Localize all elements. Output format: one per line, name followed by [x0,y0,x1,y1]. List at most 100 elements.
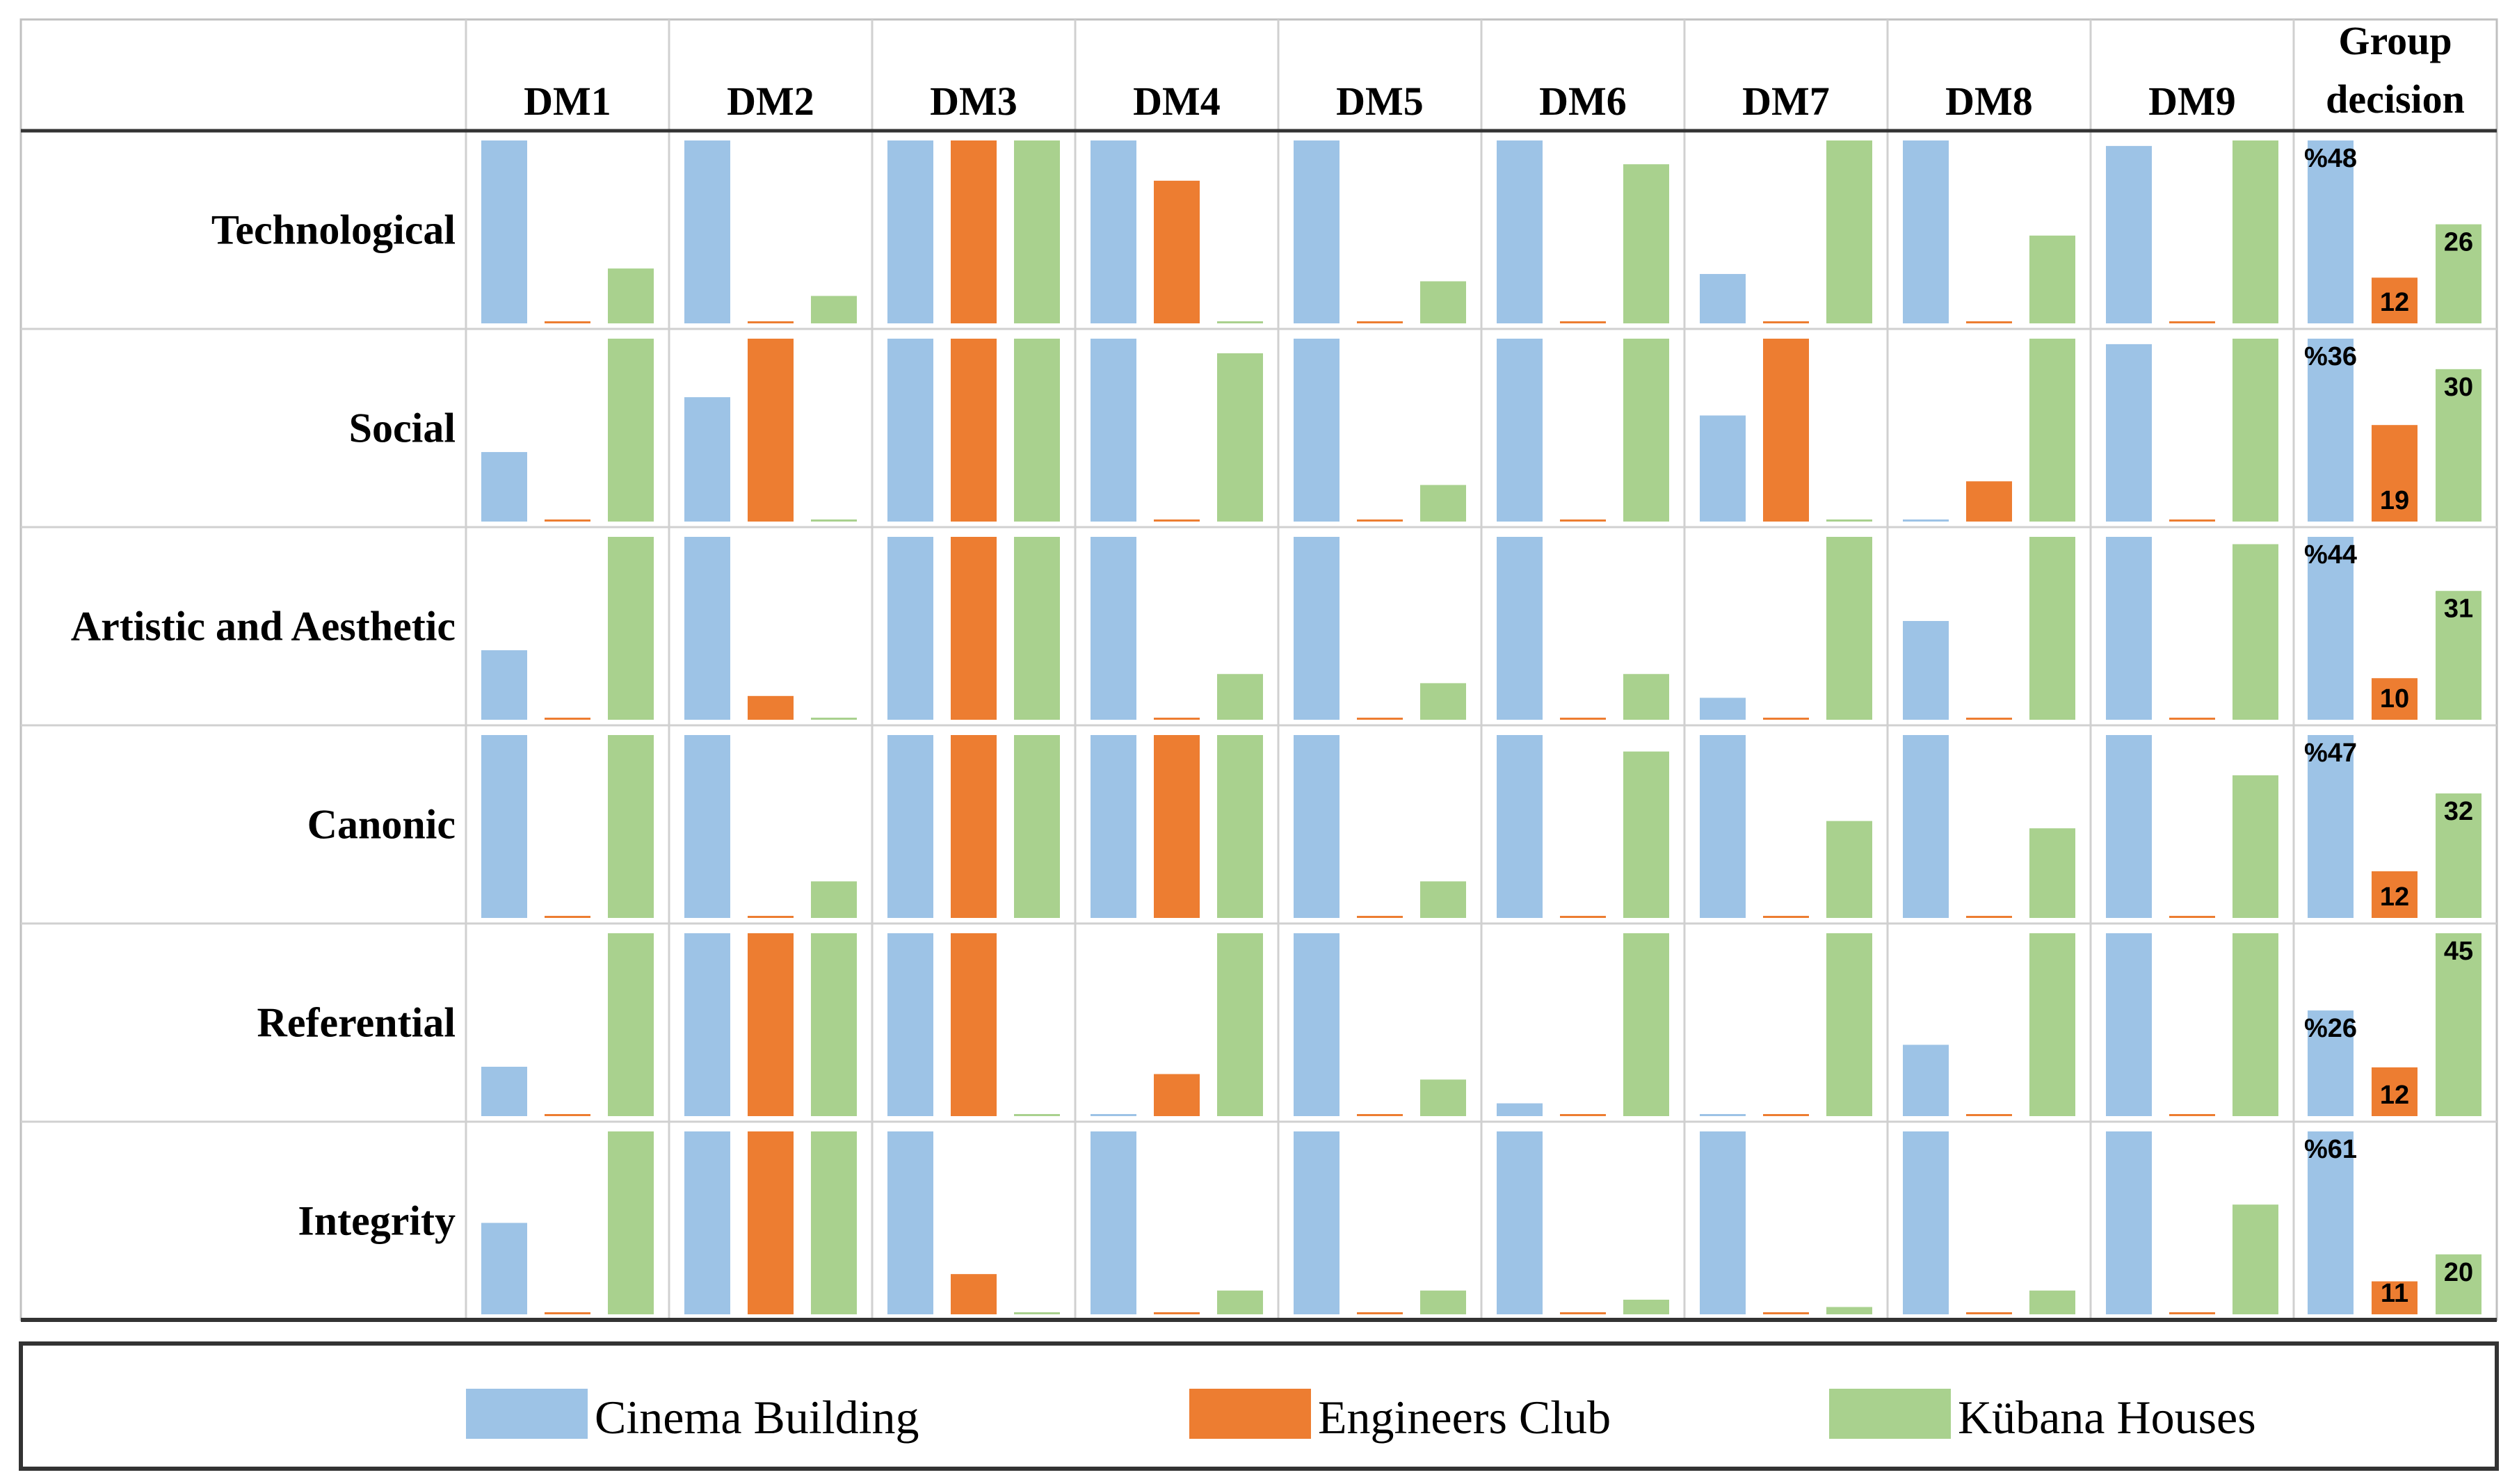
bar-dm5-row2-s3 [1420,485,1466,522]
legend: Cinema Building Engineers Club Kübana Hous… [19,1341,2499,1471]
bar-dm5-row6-s3 [1420,1290,1466,1314]
bar-dm1-row6-s2 [545,1312,590,1314]
bar-dm6-row1-s1 [1497,140,1543,323]
bar-dm3-row3-s1 [887,537,933,720]
group-bar-row4-s1 [2308,735,2354,918]
bar-dm1-row3-s3 [608,537,654,720]
bar-dm9-row2-s1 [2106,344,2152,522]
group-label-row6-s2: 11 [2381,1279,2408,1308]
bar-dm2-row2-s2 [748,339,794,522]
group-header-line1: Group [2338,18,2452,63]
bar-dm9-row4-s3 [2233,775,2278,918]
column-header-dm2: DM2 [727,79,814,124]
bar-dm3-row5-s3 [1014,1114,1060,1116]
bar-dm3-row5-s2 [951,933,997,1116]
group-header-line2: decision [2326,76,2465,122]
bar-dm4-row3-s1 [1091,537,1136,720]
bar-dm4-row1-s3 [1217,321,1263,323]
bar-dm2-row4-s3 [811,881,857,918]
bar-dm4-row2-s1 [1091,339,1136,522]
legend-swatch-1 [466,1389,588,1439]
column-header-dm4: DM4 [1133,79,1221,124]
group-bar-row5-s2 [2372,1067,2418,1116]
bar-dm7-row3-s1 [1700,697,1746,720]
bar-dm4-row6-s3 [1217,1290,1263,1314]
bar-dm2-row4-s2 [748,916,794,918]
bar-dm1-row5-s1 [481,1066,527,1116]
bar-dm8-row1-s3 [2029,235,2075,323]
bar-dm5-row4-s3 [1420,881,1466,918]
group-label-row1-s2: 12 [2380,288,2409,317]
bar-dm2-row5-s2 [748,933,794,1116]
bar-dm9-row6-s1 [2106,1131,2152,1314]
group-label-row1-s3: 26 [2444,228,2473,257]
bar-dm1-row2-s3 [608,339,654,522]
bar-dm8-row3-s2 [1966,718,2012,720]
bar-dm9-row6-s2 [2169,1312,2215,1314]
bar-dm9-row5-s3 [2233,933,2278,1116]
bar-dm2-row6-s1 [684,1131,730,1314]
legend-swatch-2 [1189,1389,1311,1439]
group-label-row3-s3: 31 [2444,595,2473,624]
group-bar-row1-s1 [2308,140,2354,323]
group-bar-row6-s2 [2372,1281,2418,1314]
group-bar-row4-s3 [2436,793,2481,918]
bar-dm4-row2-s3 [1217,353,1263,522]
bar-dm7-row6-s3 [1826,1307,1872,1314]
bar-dm5-row3-s2 [1357,718,1403,720]
bar-dm3-row4-s2 [951,735,997,918]
group-bar-row6-s3 [2436,1254,2481,1314]
bar-dm8-row2-s2 [1966,481,2012,522]
bar-dm9-row3-s1 [2106,537,2152,720]
bar-dm6-row4-s2 [1560,916,1606,918]
column-header-dm9: DM9 [2148,79,2236,124]
column-headers: DM1 DM2 DM3 DM4 DM5 DM6 DM7 DM8 DM9 Group decision [524,18,2465,124]
bar-dm5-row4-s1 [1294,735,1340,918]
bar-dm7-row1-s3 [1826,140,1872,323]
bar-dm6-row3-s2 [1560,718,1606,720]
bar-dm9-row5-s2 [2169,1114,2215,1116]
bar-dm4-row2-s2 [1154,519,1200,522]
bar-dm1-row6-s3 [608,1131,654,1314]
column-header-dm1: DM1 [524,79,611,124]
group-label-row2-s1: %36 [2304,342,2357,371]
group-label-row5-s2: 12 [2380,1081,2409,1110]
group-bar-row1-s2 [2372,277,2418,323]
bar-dm4-row5-s1 [1091,1114,1136,1116]
column-header-dm6: DM6 [1539,79,1627,124]
row-label-canonic: Canonic [307,802,456,848]
bar-dm8-row4-s1 [1903,735,1949,918]
bar-dm2-row2-s3 [811,519,857,522]
bar-dm1-row5-s2 [545,1114,590,1116]
bar-dm1-row6-s1 [481,1223,527,1314]
group-bar-row5-s1 [2308,1010,2354,1116]
bar-dm1-row2-s1 [481,452,527,522]
bar-dm7-row6-s1 [1700,1131,1746,1314]
row-label-artistic-and-aesthetic: Artistic and Aesthetic [71,604,456,650]
grid-lines [19,18,2498,1322]
bar-dm9-row6-s3 [2233,1204,2278,1314]
bar-dm9-row2-s2 [2169,519,2215,522]
bar-dm3-row6-s3 [1014,1312,1060,1314]
bars [481,140,2481,1314]
bar-dm1-row1-s3 [608,268,654,323]
bar-dm3-row4-s3 [1014,735,1060,918]
bar-dm1-row3-s2 [545,718,590,720]
bar-dm8-row4-s2 [1966,916,2012,918]
bar-dm2-row3-s3 [811,718,857,720]
group-bar-row1-s3 [2436,224,2481,323]
bar-dm3-row2-s2 [951,339,997,522]
bar-dm2-row5-s3 [811,933,857,1116]
bar-dm4-row5-s3 [1217,933,1263,1116]
bar-dm8-row6-s1 [1903,1131,1949,1314]
bar-dm9-row4-s2 [2169,916,2215,918]
bar-dm5-row1-s1 [1294,140,1340,323]
bar-dm7-row4-s3 [1826,821,1872,918]
column-header-dm3: DM3 [930,79,1017,124]
group-label-row6-s3: 20 [2444,1258,2473,1287]
bar-dm4-row4-s2 [1154,735,1200,918]
bar-dm9-row4-s1 [2106,735,2152,918]
bar-dm8-row2-s3 [2029,339,2075,522]
bar-dm6-row5-s1 [1497,1103,1543,1116]
group-label-row4-s2: 12 [2380,882,2409,912]
